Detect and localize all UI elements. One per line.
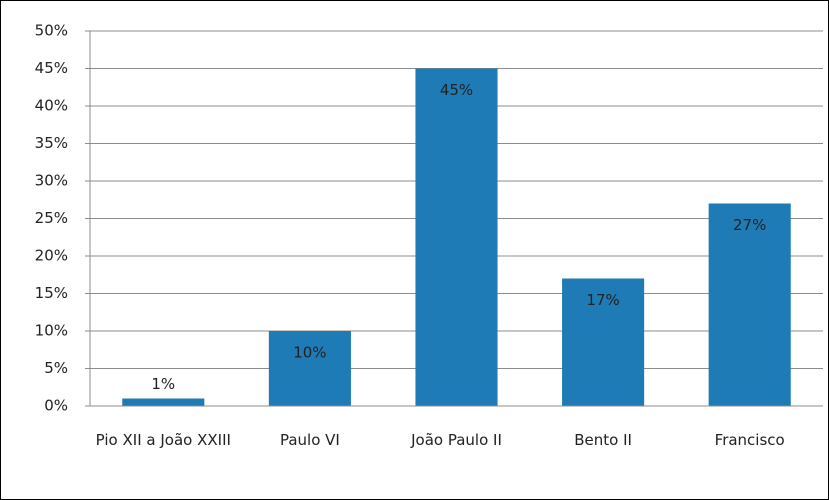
data-label: 10% [293,344,326,362]
y-tick-label: 50% [35,22,68,40]
y-tick-label: 30% [35,172,68,190]
y-tick-label: 40% [35,97,68,115]
x-tick-label: Pio XII a João XXIII [95,431,231,449]
x-tick-label: Francisco [714,431,785,449]
y-tick-label: 45% [35,59,68,77]
y-tick-label: 10% [35,322,68,340]
data-label: 1% [151,375,175,393]
x-tick-label: Bento II [574,431,632,449]
y-tick-label: 15% [35,284,68,302]
x-tick-label: João Paulo II [411,431,502,449]
data-label: 45% [440,81,473,99]
bar [708,203,791,406]
bar [562,278,645,406]
y-tick-label: 0% [44,397,68,415]
y-tick-label: 35% [35,134,68,152]
x-tick-label: Paulo VI [279,431,340,449]
data-label: 27% [733,216,766,234]
bar [122,398,205,406]
bar [268,331,351,406]
bar [415,68,498,406]
y-tick-label: 5% [44,359,68,377]
y-tick-label: 20% [35,247,68,265]
data-label: 17% [586,291,619,309]
y-tick-label: 25% [35,209,68,227]
